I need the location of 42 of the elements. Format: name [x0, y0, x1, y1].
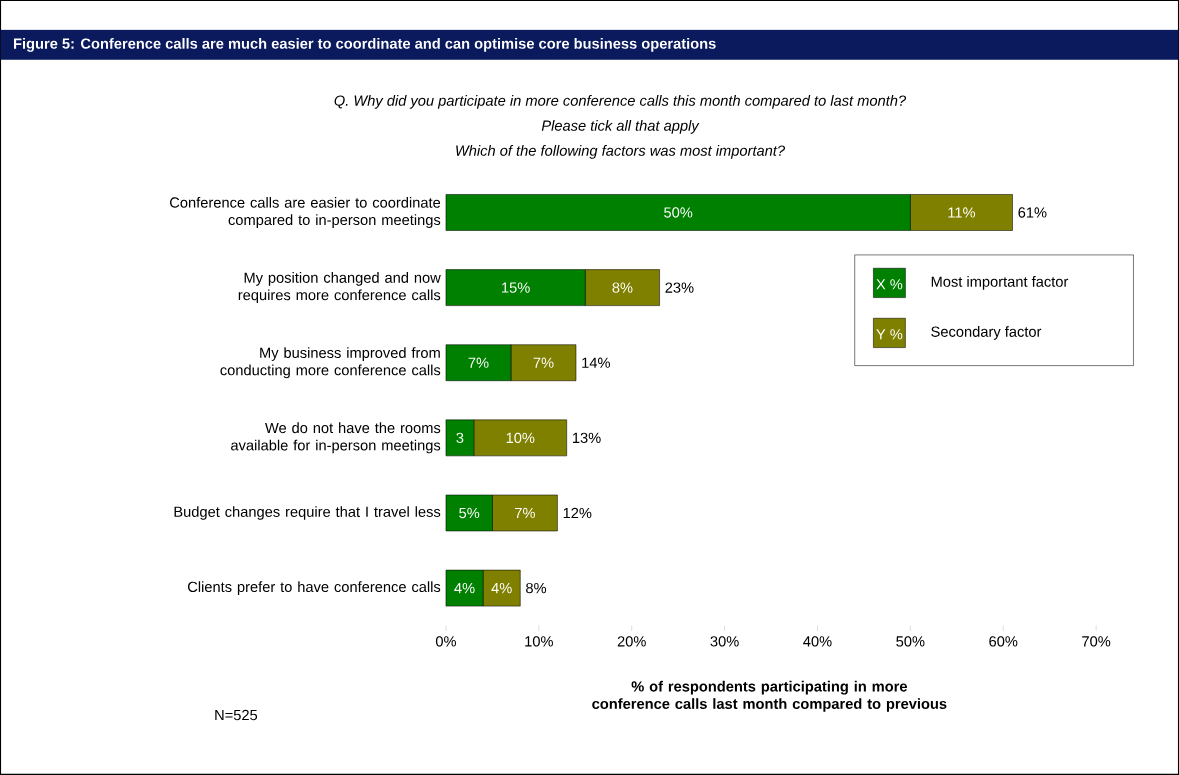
chart-title: Figure 5: Conference calls are much easier to coordinate and can optimise core business operations: [14, 38, 716, 52]
total-label: 12%: [563, 507, 592, 519]
data-label: 7%: [515, 507, 535, 519]
total-label: 8%: [526, 582, 547, 594]
y-tick-label: My business improved from conducting more conference calls: [220, 347, 441, 379]
y-tick-label: My position changed and now requires more conference calls: [238, 272, 441, 304]
y-tick-label: Conference calls are easier to coordinate compared to in-person meetings: [170, 197, 441, 229]
chart-subtitle: Q. Why did you participate in more conference calls this month compared to last month?: [334, 95, 907, 109]
legend-label: Secondary factor: [931, 326, 1042, 340]
data-label: 8%: [612, 282, 633, 293]
x-tick-label: 70%: [1082, 636, 1111, 647]
data-label: 4%: [491, 583, 512, 594]
text: Please tick all that apply: [541, 120, 700, 134]
data-label: 7%: [468, 357, 489, 368]
annotation: Y %: [876, 329, 903, 340]
x-tick-label: 30%: [710, 636, 739, 647]
data-label: 4%: [454, 583, 475, 594]
total-label: 61%: [1018, 207, 1047, 218]
data-label: 10%: [506, 432, 535, 444]
annotation: X %: [876, 279, 903, 290]
data-label: 5%: [459, 507, 480, 519]
text: Which of the following factors was most important?: [456, 145, 786, 159]
x-tick-label: 20%: [617, 636, 646, 647]
x-tick-label: 10%: [525, 636, 553, 647]
y-tick-label: Budget changes require that I travel less: [174, 506, 441, 520]
y-tick-label: Clients prefer to have conference calls: [187, 581, 441, 595]
legend-label: Most important factor: [931, 276, 1069, 290]
total-label: 13%: [572, 432, 601, 444]
x-axis-title: % of respondents participating in more conference calls last month compared to previous: [592, 680, 947, 712]
y-tick-label: We do not have the rooms available for in-person meetings: [231, 422, 441, 454]
x-tick-label: 0%: [435, 636, 457, 647]
total-label: 23%: [665, 282, 694, 293]
text: N=525: [215, 709, 258, 721]
data-label: 3: [456, 432, 464, 444]
data-label: 11%: [948, 207, 976, 218]
data-label: 15%: [502, 282, 530, 293]
x-tick-label: 50%: [896, 636, 925, 647]
x-tick-label: 60%: [989, 636, 1018, 647]
data-label: 7%: [533, 357, 554, 368]
x-tick-label: 40%: [803, 636, 832, 647]
data-label: 50%: [664, 207, 693, 218]
total-label: 14%: [582, 357, 610, 368]
